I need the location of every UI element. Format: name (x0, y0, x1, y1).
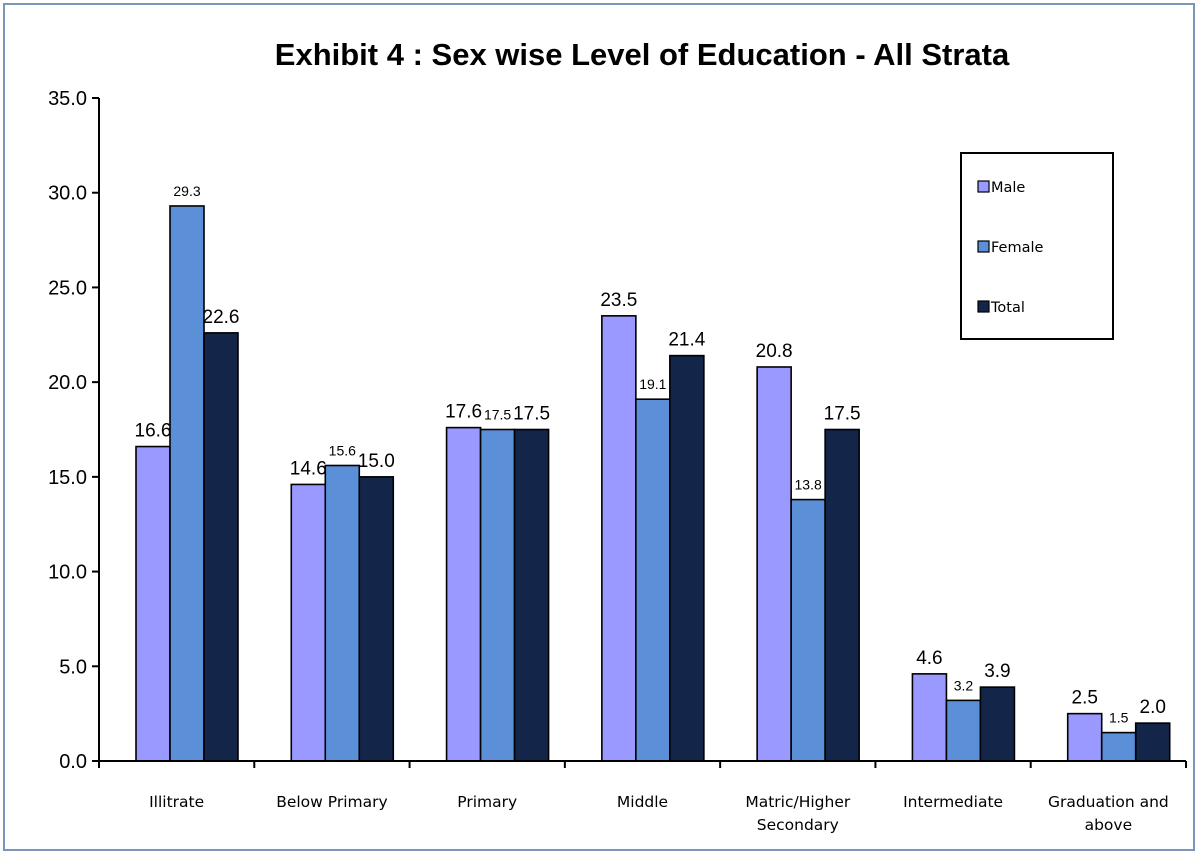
data-label-male-3: 23.5 (600, 290, 637, 311)
bars-group (135, 205, 1171, 762)
data-label-female-6: 1.5 (1109, 710, 1129, 726)
data-label-male-0: 16.6 (135, 421, 172, 442)
bar-male-2 (445, 426, 482, 762)
y-tick-label: 30.0 (48, 183, 87, 205)
bar-female-4 (790, 498, 826, 762)
y-tick-label: 35.0 (48, 88, 87, 110)
data-label-male-5: 4.6 (916, 648, 942, 669)
data-label-male-4: 20.8 (756, 341, 793, 362)
y-tick-label: 15.0 (48, 467, 87, 489)
legend-label-female: Female (991, 240, 1044, 256)
bar-total-5 (979, 686, 1016, 762)
axes-group: 0.0 5.0 10.0 15.0 20.0 25.0 30.0 35.0 Illitrate B… (48, 88, 1187, 834)
legend-swatch-male (977, 180, 990, 193)
bar-female-1 (324, 464, 361, 762)
data-label-total-3: 21.4 (668, 330, 705, 351)
data-label-male-2: 17.6 (445, 402, 482, 423)
bar-total-0 (203, 332, 239, 762)
bar-total-2 (513, 428, 550, 762)
legend-swatch-female (977, 240, 990, 253)
bar-chart: Exhibit 4 : Sex wise Level of Education … (48, 37, 1187, 834)
data-label-total-2: 17.5 (513, 404, 550, 425)
x-category-label: Primary (457, 793, 517, 811)
bar-male-3 (601, 315, 637, 762)
bar-total-6 (1134, 722, 1171, 762)
bar-female-3 (635, 398, 671, 762)
y-tick-label: 0.0 (59, 751, 87, 773)
bar-total-3 (669, 354, 705, 762)
data-label-total-5: 3.9 (984, 661, 1010, 682)
x-category-label: Illitrate (149, 793, 204, 811)
chart-title: Exhibit 4 : Sex wise Level of Education … (275, 37, 1010, 72)
bar-female-6 (1100, 731, 1137, 762)
x-category-label: Below Primary (276, 793, 387, 811)
data-label-female-5: 3.2 (954, 677, 974, 693)
x-category-label: Matric/Higher (745, 793, 851, 811)
data-label-female-0: 29.3 (173, 183, 200, 199)
data-label-female-1: 15.6 (329, 442, 356, 458)
x-category-label: Middle (617, 793, 668, 811)
y-tick-label: 5.0 (59, 656, 87, 678)
x-category-label: Graduation and (1048, 793, 1169, 811)
y-tick-label: 25.0 (48, 277, 87, 299)
bar-male-0 (135, 445, 171, 762)
bar-total-4 (824, 428, 860, 762)
y-tick-label: 10.0 (48, 562, 87, 584)
data-label-female-2: 17.5 (484, 407, 511, 423)
chart-frame: Exhibit 4 : Sex wise Level of Education … (3, 3, 1195, 851)
data-label-male-6: 2.5 (1072, 688, 1098, 709)
bar-female-0 (169, 205, 205, 762)
legend-label-male: Male (991, 180, 1025, 196)
data-label-total-6: 2.0 (1140, 697, 1166, 718)
data-label-total-4: 17.5 (824, 404, 861, 425)
data-label-male-1: 14.6 (290, 458, 327, 479)
x-category-label: above (1085, 816, 1133, 834)
y-tick-label: 20.0 (48, 372, 87, 394)
data-label-female-4: 13.8 (795, 477, 822, 493)
bar-female-5 (945, 699, 982, 762)
bar-male-5 (911, 673, 948, 762)
data-label-total-1: 15.0 (358, 451, 395, 472)
data-label-total-0: 22.6 (203, 307, 240, 328)
data-labels-group: 16.6 14.6 17.6 23.5 20.8 4.6 2.5 29.3 15.6 17.5 19… (135, 183, 1166, 726)
legend: Male Female Total (960, 152, 1114, 340)
bar-male-1 (290, 483, 327, 762)
bar-male-6 (1066, 712, 1103, 762)
bar-male-4 (756, 366, 792, 762)
legend-label-total: Total (990, 300, 1025, 316)
legend-swatch-total (977, 300, 990, 313)
bar-female-2 (479, 428, 516, 762)
data-label-female-3: 19.1 (639, 376, 666, 392)
x-category-label: Secondary (757, 816, 839, 834)
x-category-label: Intermediate (903, 793, 1003, 811)
bar-total-1 (358, 476, 395, 762)
